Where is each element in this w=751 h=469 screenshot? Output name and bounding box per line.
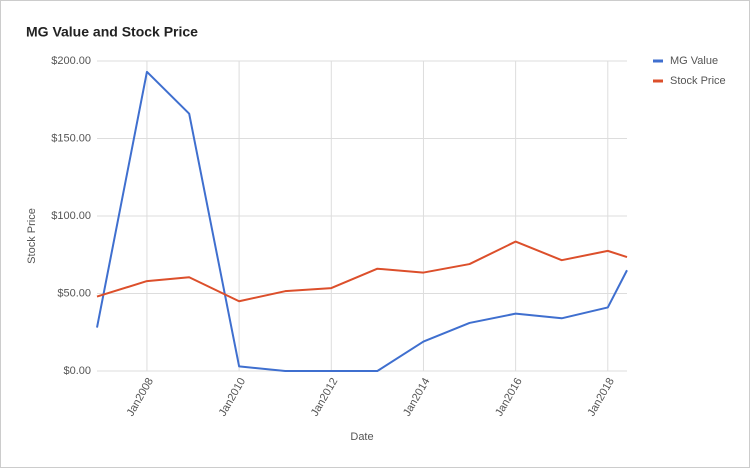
legend-label: Stock Price [670,75,726,87]
line [96,240,628,303]
x-axis-title: Date [350,431,373,443]
y-tick-label: $150.00 [51,132,91,144]
y-axis-title: Stock Price [26,208,38,264]
legend-label: MG Value [670,55,718,67]
y-tick-label: $200.00 [51,55,91,67]
y-tick-label: $50.00 [57,287,91,299]
line [96,70,628,372]
y-tick-label: $0.00 [63,365,91,377]
chart-title: MG Value and Stock Price [26,24,198,40]
y-tick-label: $100.00 [51,210,91,222]
